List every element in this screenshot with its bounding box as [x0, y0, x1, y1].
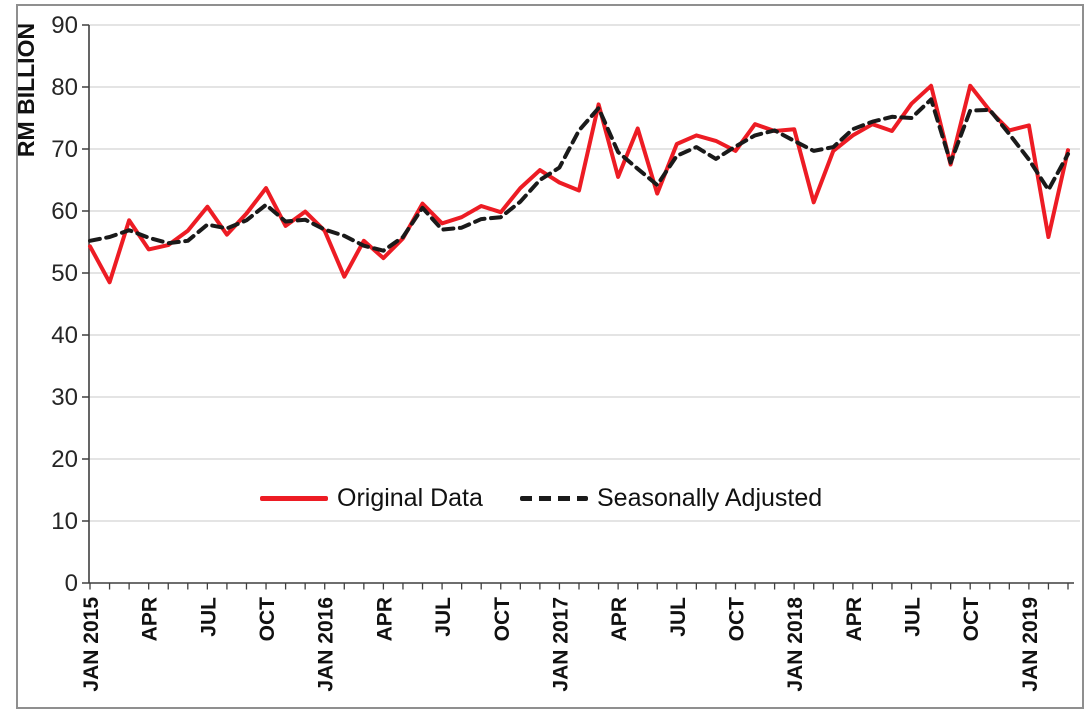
x-tick-label: APR — [373, 597, 396, 641]
x-tick-label: JAN 2017 — [549, 597, 572, 692]
x-tick-label: JUL — [902, 597, 925, 637]
y-tick-label: 50 — [51, 260, 78, 287]
x-tick-label: APR — [139, 597, 162, 641]
legend-line-sample-solid — [260, 496, 328, 501]
x-tick-label: OCT — [256, 597, 279, 642]
y-tick-label: 10 — [51, 508, 78, 535]
x-tick-label: JAN 2015 — [80, 597, 103, 692]
y-tick-label: 80 — [51, 74, 78, 101]
legend-label-adjusted: Seasonally Adjusted — [597, 484, 823, 512]
x-tick-label: OCT — [725, 597, 748, 642]
series-adjusted-line — [88, 97, 1070, 253]
x-tick-label: JUL — [667, 597, 690, 637]
series-original-line — [88, 83, 1070, 285]
y-tick-label: 90 — [51, 12, 78, 39]
x-tick-label: OCT — [491, 597, 514, 642]
y-tick-label: 60 — [51, 198, 78, 225]
x-tick-label: APR — [843, 597, 866, 641]
x-tick-label: JUL — [197, 597, 220, 637]
legend-line-sample-dashed — [520, 496, 588, 501]
legend-label-original: Original Data — [337, 484, 483, 512]
chart-frame-border — [16, 4, 1084, 709]
y-tick-label: 20 — [51, 446, 78, 473]
x-tick-label: JAN 2016 — [315, 597, 338, 692]
legend-item-adjusted: Seasonally Adjusted — [520, 484, 822, 513]
y-tick-label: 70 — [51, 136, 78, 163]
x-tick-label: JAN 2018 — [784, 597, 807, 692]
legend-item-original: Original Data — [260, 484, 483, 513]
y-tick-label: 40 — [51, 322, 78, 349]
x-tick-label: JUL — [432, 597, 455, 637]
x-tick-label: JAN 2019 — [1019, 597, 1042, 692]
x-tick-label: OCT — [960, 597, 983, 642]
x-tick-label: APR — [608, 597, 631, 641]
y-axis-title: RM BILLION — [13, 23, 39, 157]
y-tick-label: 0 — [65, 570, 78, 597]
y-tick-label: 30 — [51, 384, 78, 411]
